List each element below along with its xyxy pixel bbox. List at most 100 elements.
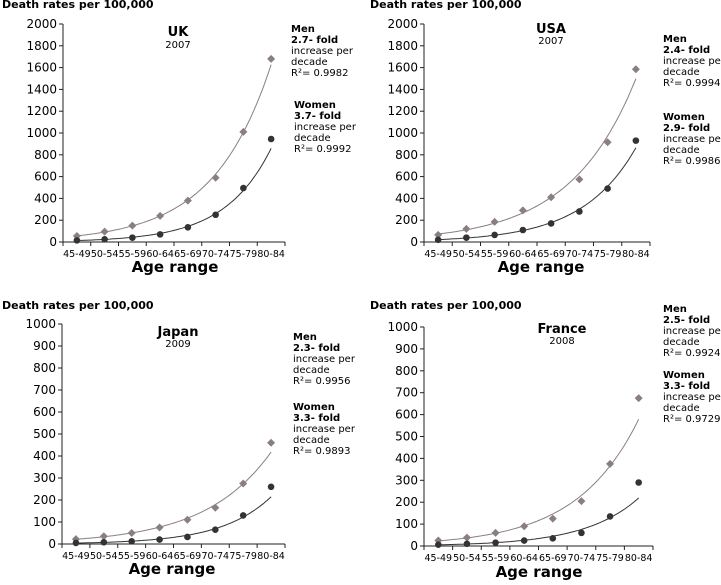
y-tick-label: 700: [33, 383, 56, 397]
x-axis-label: Age range: [498, 258, 585, 276]
x-tick-label: 65-69: [537, 249, 565, 260]
y-tick-label: 1000: [26, 126, 57, 140]
y-axis-label: Death rates per 100,000: [370, 0, 522, 11]
marker-men: [462, 533, 471, 542]
marker-women: [463, 234, 470, 241]
marker-men: [239, 127, 248, 136]
trendline-men: [438, 418, 640, 542]
y-tick-label: 2000: [387, 17, 418, 31]
y-tick-label: 600: [33, 405, 56, 419]
x-tick-label: 75-79: [229, 551, 257, 562]
annotation-series-name: Men: [663, 304, 687, 315]
annotation-text: decade: [291, 57, 328, 68]
y-tick-label: 1000: [387, 126, 418, 140]
trendline-women: [75, 496, 272, 544]
marker-men: [127, 529, 136, 537]
marker-women: [156, 231, 164, 238]
annotation-text: decade: [293, 435, 330, 446]
marker-men: [128, 221, 137, 230]
marker-men: [603, 138, 612, 147]
x-tick-label: 55-59: [119, 249, 147, 260]
y-tick-label: 800: [395, 364, 418, 378]
marker-women: [239, 512, 247, 519]
marker-women: [434, 236, 442, 244]
x-tick-label: 50-54: [453, 553, 481, 564]
x-axis-label: Age range: [496, 563, 583, 581]
x-tick-label: 55-59: [118, 551, 146, 562]
marker-women: [156, 536, 163, 543]
x-tick-label: 55-59: [481, 249, 509, 260]
y-tick-label: 100: [33, 515, 56, 529]
marker-women: [491, 231, 498, 239]
chart-panel-uk: Death rates per 100,000 0 200 400 600 800 1000…: [2, 0, 357, 276]
y-tick-label: 800: [395, 148, 418, 162]
x-tick-label: 45-49: [424, 249, 452, 260]
annotation-series-name: Women: [663, 112, 705, 123]
marker-women: [267, 135, 275, 143]
x-tick-label: 65-69: [174, 249, 202, 260]
marker-men: [547, 193, 556, 202]
y-tick-label: 0: [49, 235, 57, 249]
annotation-r2: R²= 0.9982: [291, 68, 349, 79]
marker-women: [519, 226, 527, 234]
y-tick-label: 1000: [25, 317, 56, 331]
y-axis-label: Death rates per 100,000: [370, 299, 522, 312]
trendline-men: [438, 78, 637, 235]
marker-men: [99, 532, 108, 541]
marker-women: [184, 533, 191, 541]
annotation-series-name: Women: [294, 100, 336, 111]
y-tick-label: 200: [34, 213, 57, 227]
y-tick-label: 1600: [26, 61, 57, 75]
marker-men: [183, 515, 192, 524]
marker-women: [101, 235, 108, 243]
chart-panel-usa: Death rates per 100,000 0 200 400 600 800 1000…: [370, 0, 721, 276]
y-tick-label: 0: [410, 235, 418, 249]
annotation-fold: 3.3- fold: [663, 381, 710, 392]
y-axis-label: Death rates per 100,000: [2, 299, 154, 312]
y-tick-label: 900: [33, 339, 56, 353]
x-tick-label: 45-49: [62, 551, 90, 562]
trendline-men: [76, 64, 272, 237]
chart-panel-japan: Death rates per 100,000 0 100 200 300 400 500 6…: [2, 299, 356, 578]
chart-year: 2007: [165, 40, 190, 51]
chart-year: 2007: [538, 36, 563, 47]
x-tick-label: 70-74: [202, 249, 230, 260]
x-tick-label: 80-84: [257, 551, 285, 562]
chart-title: USA: [536, 22, 566, 37]
marker-men: [155, 523, 164, 532]
y-tick-label: 600: [34, 170, 57, 184]
y-tick-label: 400: [33, 449, 56, 463]
marker-men: [100, 227, 109, 236]
annotation-text: increase per: [293, 354, 356, 365]
x-tick-label: 50-54: [90, 551, 118, 562]
annotation-text: decade: [663, 67, 700, 78]
y-tick-label: 300: [33, 471, 56, 485]
chart-title: Japan: [157, 325, 199, 340]
marker-women: [72, 539, 80, 547]
y-tick-label: 1400: [26, 82, 57, 96]
y-tick-label: 500: [33, 427, 56, 441]
annotation-text: increase per: [663, 134, 721, 145]
annotation-series-name: Women: [663, 370, 705, 381]
x-tick-label: 80-84: [622, 249, 650, 260]
y-tick-label: 800: [34, 148, 57, 162]
annotation-fold: 2.4- fold: [663, 45, 710, 56]
x-tick-label: 60-64: [510, 553, 538, 564]
chart-year: 2009: [165, 339, 190, 350]
marker-men: [156, 211, 165, 220]
x-tick-label: 80-84: [257, 249, 285, 260]
x-tick-label: 50-54: [91, 249, 119, 260]
marker-women: [100, 538, 108, 546]
annotation-text: decade: [294, 133, 331, 144]
marker-women: [492, 539, 499, 547]
x-tick-label: 55-59: [482, 553, 510, 564]
annotation-r2: R²= 0.9729: [663, 414, 721, 425]
trendline-women: [438, 147, 637, 241]
y-tick-label: 2000: [26, 17, 57, 31]
